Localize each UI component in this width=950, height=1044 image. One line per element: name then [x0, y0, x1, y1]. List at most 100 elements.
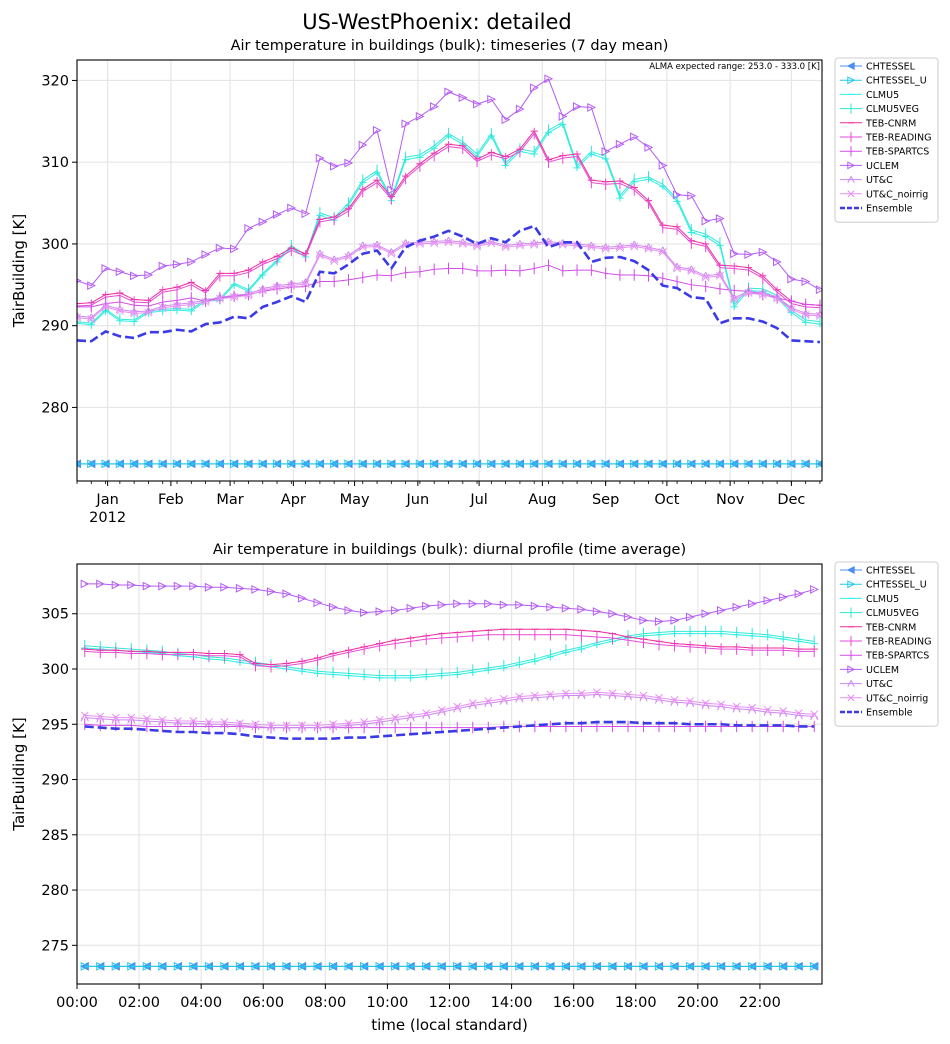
y-tick-label: 280 [41, 883, 69, 899]
data-point-uclem [101, 264, 111, 273]
data-point-chtessel-u [80, 961, 90, 971]
data-point-chtessel-u [630, 459, 639, 469]
data-point-uclem [272, 210, 282, 219]
data-point-chtessel-u [623, 961, 633, 971]
x-tick-label: 22:00 [739, 995, 781, 1011]
data-point-ut-c-noirrig [375, 715, 384, 724]
data-point-chtessel-u [639, 961, 649, 971]
data-point-ut-c-noirrig [444, 238, 453, 247]
data-point-ut-c-noirrig [763, 705, 772, 714]
x-tick-label: 12:00 [429, 995, 471, 1011]
data-point-chtessel-u [220, 961, 230, 971]
data-point-chtessel-u [330, 459, 339, 469]
data-point-chtessel-u [360, 961, 369, 971]
data-point-ut-c-noirrig [717, 700, 726, 709]
x-tick-label: 20:00 [677, 995, 719, 1011]
data-point-uclem [630, 132, 639, 142]
data-point-uclem [430, 102, 439, 112]
data-point-uclem [372, 125, 382, 135]
data-point-uclem [601, 147, 611, 156]
legend-label-teb-cnrm: TEB-CNRM [865, 118, 916, 129]
data-point-uclem [687, 191, 697, 201]
legend-marker-uclem [847, 665, 856, 674]
x-tick-label: 02:00 [118, 995, 160, 1011]
data-point-ut-c-noirrig [587, 243, 596, 252]
data-point-uclem [328, 602, 338, 612]
diurnal-profile-chart: Air temperature in buildings (bulk): diu… [10, 542, 939, 1034]
data-point-ut-c-noirrig [230, 293, 239, 302]
legend-marker-ut-c [847, 176, 855, 184]
data-point-ut-c-noirrig [344, 719, 353, 728]
data-point-ut-c-noirrig [430, 239, 439, 248]
data-point-ut-c-noirrig [251, 720, 260, 729]
data-point-uclem [142, 581, 152, 591]
data-point-uclem [358, 140, 368, 150]
data-point-ut-c-noirrig [142, 714, 151, 723]
data-point-uclem [608, 609, 618, 619]
legend-label-clmu5: CLMU5 [866, 90, 899, 101]
data-point-ut-c-noirrig [437, 705, 446, 714]
data-point-chtessel-u [230, 459, 239, 469]
data-point-ut-c-noirrig [189, 716, 198, 725]
data-point-chtessel-u [101, 459, 111, 469]
data-point-ut-c-noirrig [630, 242, 639, 251]
data-point-uclem [189, 581, 199, 591]
data-point-uclem [644, 143, 654, 152]
data-point-uclem [360, 608, 369, 618]
data-point-chtessel-u [282, 961, 292, 971]
legend-box [834, 561, 939, 727]
data-point-uclem [375, 607, 385, 616]
data-point-uclem [301, 209, 311, 219]
data-point-uclem [201, 250, 211, 259]
series-line-ensemble [77, 224, 821, 344]
figure-suptitle: US-WestPhoenix: detailed [302, 10, 571, 34]
data-point-chtessel-u [546, 961, 556, 971]
data-point-uclem [437, 600, 447, 610]
data-point-ut-c-noirrig [673, 264, 682, 273]
data-point-chtessel-u [422, 961, 431, 971]
data-point-ut-c-noirrig [127, 713, 136, 722]
data-point-ut-c-noirrig [515, 692, 524, 701]
x-tick-label: 04:00 [180, 995, 222, 1011]
data-point-uclem [415, 111, 425, 121]
data-point-uclem [546, 602, 556, 612]
series-line-clmu5veg [84, 630, 815, 677]
data-point-ut-c-noirrig [358, 243, 367, 252]
data-point-chtessel-u [258, 459, 268, 469]
data-point-ut-c-noirrig [329, 720, 338, 729]
data-point-chtessel-u [715, 459, 725, 469]
data-point-chtessel-u [577, 961, 587, 971]
data-point-uclem [111, 580, 121, 590]
data-point-ut-c-noirrig [758, 290, 767, 299]
data-point-chtessel-u [608, 961, 618, 971]
x-tick-label: 10:00 [367, 995, 409, 1011]
data-point-chtessel-u [111, 961, 121, 971]
data-point-chtessel-u [375, 961, 385, 971]
data-point-uclem [672, 190, 682, 200]
legend-marker-uclem [847, 161, 856, 170]
data-point-uclem [715, 214, 725, 223]
data-point-uclem [499, 600, 509, 610]
data-point-ut-c-noirrig [615, 244, 624, 252]
data-point-ut-c-noirrig [686, 697, 695, 706]
grid [76, 564, 822, 984]
data-point-chtessel-u [779, 961, 788, 971]
data-point-uclem [623, 612, 633, 622]
data-point-ut-c-noirrig [744, 289, 753, 297]
y-tick-label: 305 [41, 607, 69, 623]
data-point-uclem [158, 581, 168, 591]
data-point-chtessel-u [173, 961, 183, 971]
data-point-ut-c-noirrig [453, 702, 462, 711]
data-point-chtessel-u [687, 459, 697, 469]
y-tick-label: 310 [41, 155, 69, 171]
data-point-ut-c-noirrig [530, 240, 539, 249]
data-point-uclem [230, 244, 239, 254]
data-point-uclem [794, 589, 804, 599]
data-point-ut-c-noirrig [794, 709, 803, 718]
data-point-uclem [787, 274, 797, 284]
data-point-chtessel-u [772, 459, 782, 469]
data-point-ut-c-noirrig [344, 253, 353, 261]
data-point-uclem [204, 582, 214, 592]
data-point-chtessel-u [297, 961, 307, 971]
data-point-uclem [572, 102, 582, 112]
